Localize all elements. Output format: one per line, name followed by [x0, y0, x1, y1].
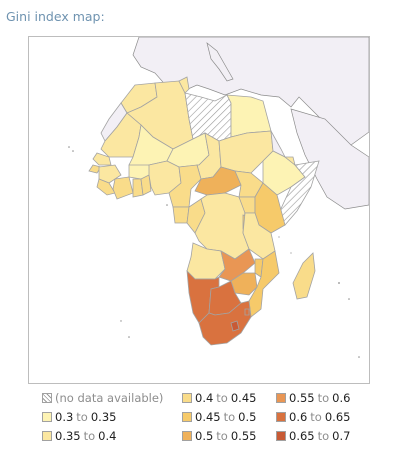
country-mozambique[interactable]	[248, 250, 280, 318]
country-senegal[interactable]	[92, 152, 112, 166]
legend-item-bin: 0.4 to 0.45	[182, 389, 256, 407]
legend-bin-to: to	[216, 429, 228, 443]
legend-bin-to: to	[83, 429, 96, 443]
legend-bin-high: 0.65	[324, 410, 351, 424]
legend-item-bin: 0.55 to 0.6	[276, 389, 350, 407]
legend-item-bin: 0.65 to 0.7	[276, 427, 350, 445]
legend-swatch	[276, 393, 286, 403]
legend-swatch	[42, 412, 52, 422]
legend-bin-to: to	[76, 410, 88, 424]
legend-bin-low: 0.6	[289, 410, 308, 424]
legend-bin-to: to	[317, 429, 330, 443]
legend-swatch	[42, 431, 52, 441]
italy-landmass	[206, 42, 234, 82]
legend-bin-high: 0.35	[90, 410, 117, 424]
legend-item-bin: 0.3 to 0.35	[42, 408, 116, 426]
legend-bin-high: 0.7	[332, 429, 351, 443]
legend-bin-low: 0.35	[55, 429, 81, 443]
map-title: Gini index map:	[6, 9, 105, 24]
country-madagascar[interactable]	[292, 252, 316, 300]
legend-item-bin: 0.5 to 0.55	[182, 427, 256, 445]
legend-bin-high: 0.55	[230, 429, 257, 443]
legend-item-no-data: (no data available)	[42, 389, 163, 407]
legend-bin-low: 0.55	[289, 391, 315, 405]
legend-bin-high: 0.4	[98, 429, 117, 443]
legend-bin-to: to	[317, 391, 330, 405]
country-gambia-guinea-bissau[interactable]	[88, 164, 102, 174]
legend-swatch	[182, 431, 192, 441]
legend-swatch	[182, 393, 192, 403]
legend-item-bin: 0.45 to 0.5	[182, 408, 256, 426]
legend-bin-low: 0.65	[289, 429, 315, 443]
legend-bin-high: 0.5	[238, 410, 257, 424]
country-tunisia[interactable]	[178, 76, 190, 94]
country-egypt[interactable]	[226, 94, 272, 138]
country-djibouti[interactable]	[283, 156, 296, 167]
legend-bin-to: to	[310, 410, 322, 424]
legend-bin-high: 0.45	[230, 391, 257, 405]
legend-bin-low: 0.5	[195, 429, 214, 443]
country-gabon[interactable]	[172, 206, 190, 224]
map-frame[interactable]	[28, 36, 370, 384]
legend-swatch	[276, 412, 286, 422]
legend-bin-to: to	[216, 391, 228, 405]
africa-map[interactable]	[29, 37, 369, 383]
legend-bin-high: 0.6	[332, 391, 351, 405]
arabian-peninsula	[290, 108, 369, 210]
no-data-swatch	[42, 393, 52, 403]
legend-bin-low: 0.45	[195, 410, 221, 424]
legend-bin-to: to	[223, 410, 236, 424]
legend-swatch	[276, 431, 286, 441]
country-shapes	[88, 76, 320, 346]
legend-item-bin: 0.35 to 0.4	[42, 427, 116, 445]
country-south-africa[interactable]	[198, 300, 252, 346]
country-swaziland[interactable]	[244, 308, 250, 316]
legend-no-data-label: (no data available)	[55, 391, 164, 405]
country-togo-benin[interactable]	[140, 174, 152, 196]
country-libya[interactable]	[184, 92, 232, 142]
map-legend: (no data available) 0.3 to 0.35 0.35 to …	[42, 389, 372, 449]
island-dots	[68, 146, 360, 358]
legend-swatch	[182, 412, 192, 422]
legend-bin-low: 0.4	[195, 391, 214, 405]
country-sudan[interactable]	[218, 130, 274, 174]
legend-bin-low: 0.3	[55, 410, 74, 424]
legend-item-bin: 0.6 to 0.65	[276, 408, 350, 426]
country-cote-divoire[interactable]	[112, 176, 134, 200]
country-sierra-leone-liberia[interactable]	[96, 178, 116, 196]
country-lesotho[interactable]	[230, 320, 240, 332]
